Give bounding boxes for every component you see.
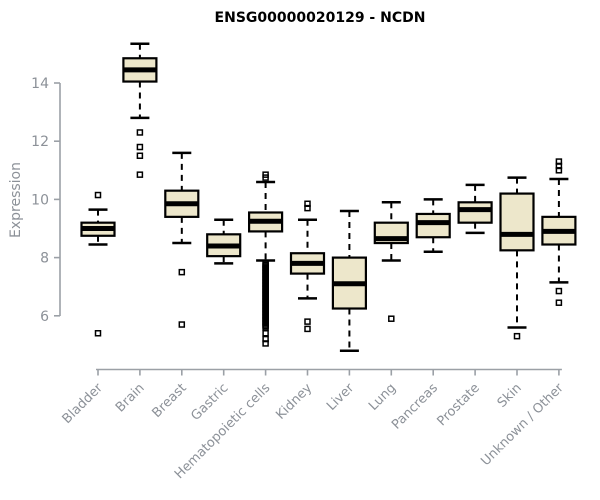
chart-title: ENSG00000020129 - NCDN [214,10,426,26]
outlier-point [262,340,269,347]
y-tick-label-12: 12 [31,134,49,150]
outlier-point [304,318,311,325]
y-tick-label-8: 8 [40,251,49,267]
box-group-bladder [80,191,116,337]
outlier-point [178,321,186,328]
x-tick-label-prostate: Prostate [434,381,482,429]
x-tick-label-skin: Skin [495,381,525,411]
outlier-point [555,299,563,306]
x-tick-label-pancreas: Pancreas [389,381,441,433]
box-group-hematopoietic-cells [248,171,284,347]
y-tick-label-14: 14 [31,76,49,92]
outlier-point [136,152,144,159]
box-group-gastric [206,218,242,265]
outlier-point [136,143,144,151]
outlier-point [555,287,563,295]
outlier-point [388,315,395,322]
x-tick-label-liver: Liver [324,380,358,414]
x-tick-label-breast: Breast [149,381,189,421]
box-group-liver [331,209,367,352]
box-group-brain [122,42,158,178]
outlier-point [136,129,144,136]
outlier-point [136,171,144,178]
outlier-point [555,167,563,174]
outlier-point [304,204,311,212]
x-tick-label-kidney: Kidney [273,381,315,423]
x-tick-label-brain: Brain [113,381,148,416]
box-group-unknown-other [541,158,577,306]
outlier-point [178,268,186,276]
y-tick-label-6: 6 [40,309,49,325]
iqr-box [499,192,535,252]
outlier-point [94,330,102,337]
outlier-point [94,191,102,199]
x-tick-label-unknown-other: Unknown / Other [478,380,567,469]
outlier-point [262,330,269,337]
iqr-box [457,201,493,224]
outlier-point [304,325,311,333]
x-tick-label-lung: Lung [366,381,399,414]
box-group-skin [499,176,535,340]
outlier-point [513,332,521,340]
outlier-point [262,324,269,331]
iqr-box [415,212,451,239]
box-group-breast [164,151,200,328]
y-tick-label-10: 10 [31,192,49,208]
box-group-lung [373,201,409,322]
box-group-prostate [457,183,493,235]
box-group-pancreas [415,198,451,254]
x-tick-label-bladder: Bladder [60,380,107,427]
outlier-point [262,174,269,181]
box-group-kidney [289,200,326,333]
